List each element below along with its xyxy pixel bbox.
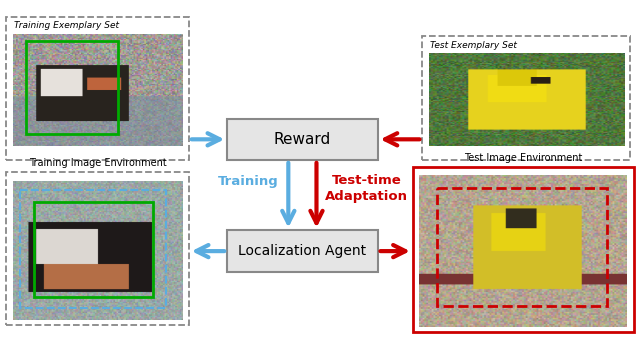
Text: Test Image Environment: Test Image Environment: [464, 153, 582, 163]
FancyBboxPatch shape: [413, 167, 634, 332]
Text: Localization Agent: Localization Agent: [238, 244, 367, 258]
FancyBboxPatch shape: [227, 230, 378, 272]
Text: Test Exemplary Set: Test Exemplary Set: [430, 41, 517, 50]
Text: Test-time
Adaptation: Test-time Adaptation: [325, 174, 408, 203]
FancyBboxPatch shape: [227, 119, 378, 160]
Text: Training: Training: [218, 175, 278, 188]
Text: Training Exemplary Set: Training Exemplary Set: [14, 21, 119, 30]
Text: Reward: Reward: [274, 132, 331, 147]
Text: Training Image Environment: Training Image Environment: [29, 158, 166, 168]
